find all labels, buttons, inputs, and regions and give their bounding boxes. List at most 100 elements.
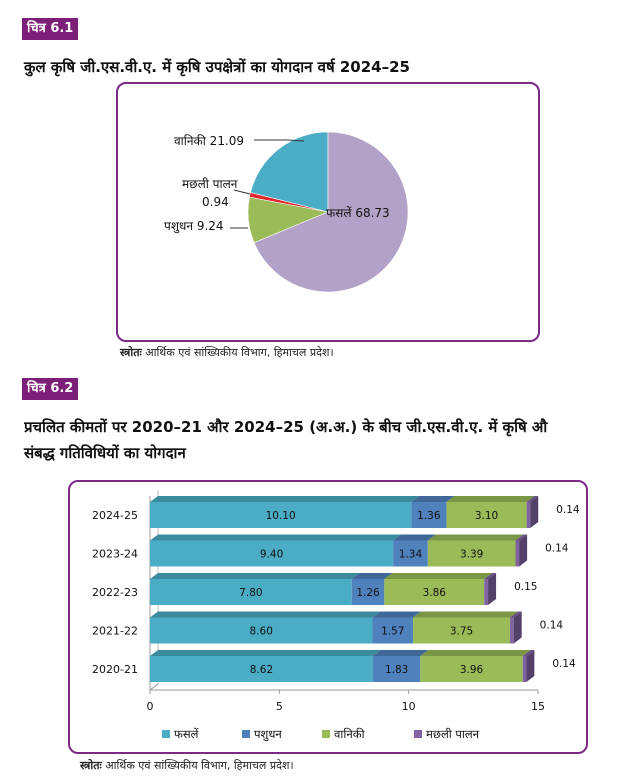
data-label: 3.96 <box>460 664 484 676</box>
pie-label-fishing-value: 0.94 <box>202 195 229 209</box>
pie-slice-0 <box>250 131 329 213</box>
legend-swatch <box>322 730 330 738</box>
source-label-1: स्त्रोतः <box>120 346 142 359</box>
category-label: 2023-24 <box>92 548 138 561</box>
x-tick-label: 5 <box>276 700 283 713</box>
figure-tag-1: चित्र 6.1 <box>22 18 79 40</box>
category-label: 2021-22 <box>92 625 138 638</box>
bar-segment <box>413 617 511 644</box>
figure-title-1: कुल कृषि जी.एस.वी.ए. में कृषि उपक्षेत्रो… <box>24 58 410 76</box>
data-label: 7.80 <box>239 587 262 599</box>
legend-label: मछली पालन <box>426 727 480 741</box>
data-label: 1.26 <box>356 587 380 599</box>
bar-segment-top <box>515 534 528 541</box>
bar-segment-top <box>413 611 519 618</box>
data-label: 0.14 <box>545 543 569 555</box>
bar-segment-top <box>150 650 381 656</box>
legend-label: वानिकी <box>334 727 366 741</box>
legend-label: फसलें <box>174 727 199 741</box>
data-label: 1.57 <box>381 626 404 638</box>
bar-segment-top <box>372 611 422 618</box>
data-label: 3.75 <box>450 626 473 638</box>
bar-segment <box>427 540 516 567</box>
figure-title-2-line1: प्रचलित कीमतों पर 2020–21 और 2024–25 (अ.… <box>24 418 548 436</box>
data-label: 3.86 <box>423 587 447 599</box>
bar-segment-top <box>150 611 381 618</box>
floor-corner <box>149 683 159 691</box>
bar-segment <box>150 617 373 644</box>
data-label: 1.36 <box>417 510 441 522</box>
category-label: 2024-25 <box>92 509 138 522</box>
bar-segment-top <box>427 534 524 541</box>
data-label: 8.62 <box>250 664 273 676</box>
source-1: स्त्रोतः आर्थिक एवं सांख्यिकीय विभाग, हि… <box>120 345 334 360</box>
source-label-2: स्त्रोतः <box>80 759 102 772</box>
bar-segment <box>522 656 527 682</box>
figure-title-2-line2: संबद्ध गतिविधियों का योगदान <box>24 444 186 462</box>
data-label: 0.14 <box>540 620 564 632</box>
figure-tag-2: चित्र 6.2 <box>22 378 79 400</box>
data-label: 0.15 <box>514 581 537 593</box>
legend-swatch <box>162 730 170 738</box>
source-text-1: आर्थिक एवं सांख्यिकीय विभाग, हिमाचल प्रद… <box>145 346 334 359</box>
data-label: 1.34 <box>399 549 423 561</box>
legend-swatch <box>414 730 422 738</box>
bar-segment <box>526 502 531 528</box>
data-label: 8.60 <box>250 626 273 638</box>
pie-label-fishing-name: मछली पालन <box>182 177 238 191</box>
bar-end-face <box>530 496 539 528</box>
bar-segment-top <box>150 573 360 579</box>
bar-end-face <box>519 534 528 567</box>
pie-label-forestry: वानिकी 21.09 <box>174 134 244 148</box>
legend-label: पशुधन <box>254 727 282 742</box>
data-label: 0.14 <box>556 504 580 516</box>
bar-segment-top <box>351 573 393 579</box>
bar-segment <box>510 617 514 644</box>
bar-segment <box>393 540 428 567</box>
bar-end-face <box>488 573 497 605</box>
bar-segment <box>150 540 394 567</box>
bar-segment <box>446 502 527 528</box>
pie-chart-frame: वानिकी 21.09 मछली पालन 0.94 पशुधन 9.24 फ… <box>116 82 540 342</box>
leader-forestry-tail <box>287 139 305 142</box>
bar-segment-top <box>150 496 420 502</box>
bar-segment-top <box>150 534 402 541</box>
bar-segment <box>515 540 520 567</box>
bar-segment-top <box>420 650 531 656</box>
data-label: 3.39 <box>460 549 483 561</box>
leader-fishing <box>233 189 251 195</box>
source-text-2: आर्थिक एवं सांख्यिकीय विभाग, हिमाचल प्रद… <box>105 759 294 772</box>
bar-chart-frame: 2024-25 10.10 1.36 3.10 0.14 2023-24 9.40 1.34 3… <box>68 480 588 754</box>
bar-segment <box>420 656 523 682</box>
bar-segment <box>484 579 489 605</box>
x-tick-label: 0 <box>147 700 154 713</box>
bar-end-face <box>526 650 535 682</box>
bar-segment <box>372 617 414 644</box>
x-tick-label: 15 <box>531 700 545 713</box>
category-label: 2022-23 <box>92 586 138 599</box>
bar-segment-top <box>446 496 535 502</box>
category-label: 2020-21 <box>92 663 138 676</box>
bar-segment <box>150 656 373 682</box>
bar-segment-top <box>372 650 429 656</box>
bar-segment-top <box>411 496 455 502</box>
bar-segment-top <box>522 650 535 656</box>
source-2: स्त्रोतः आर्थिक एवं सांख्यिकीय विभाग, हि… <box>80 758 294 773</box>
data-label: 1.83 <box>385 664 408 676</box>
data-label: 0.14 <box>552 658 576 670</box>
bar-segment-top <box>384 573 493 579</box>
bar-chart: 2024-25 10.10 1.36 3.10 0.14 2023-24 9.40 1.34 3… <box>92 490 580 742</box>
bar-end-face <box>513 611 522 644</box>
data-label: 9.40 <box>260 549 283 561</box>
bar-segment <box>150 502 412 528</box>
data-label: 3.10 <box>475 510 498 522</box>
data-label: 10.10 <box>266 510 296 522</box>
bar-segment-top <box>484 573 497 579</box>
pie-label-crops: फसलें 68.73 <box>326 206 390 220</box>
x-tick-label: 10 <box>402 700 416 713</box>
legend-swatch <box>242 730 250 738</box>
bar-segment-top <box>393 534 436 541</box>
pie-label-livestock: पशुधन 9.24 <box>164 219 224 234</box>
pie-chart: वानिकी 21.09 मछली पालन 0.94 पशुधन 9.24 फ… <box>164 131 409 293</box>
bar-segment <box>411 502 447 528</box>
